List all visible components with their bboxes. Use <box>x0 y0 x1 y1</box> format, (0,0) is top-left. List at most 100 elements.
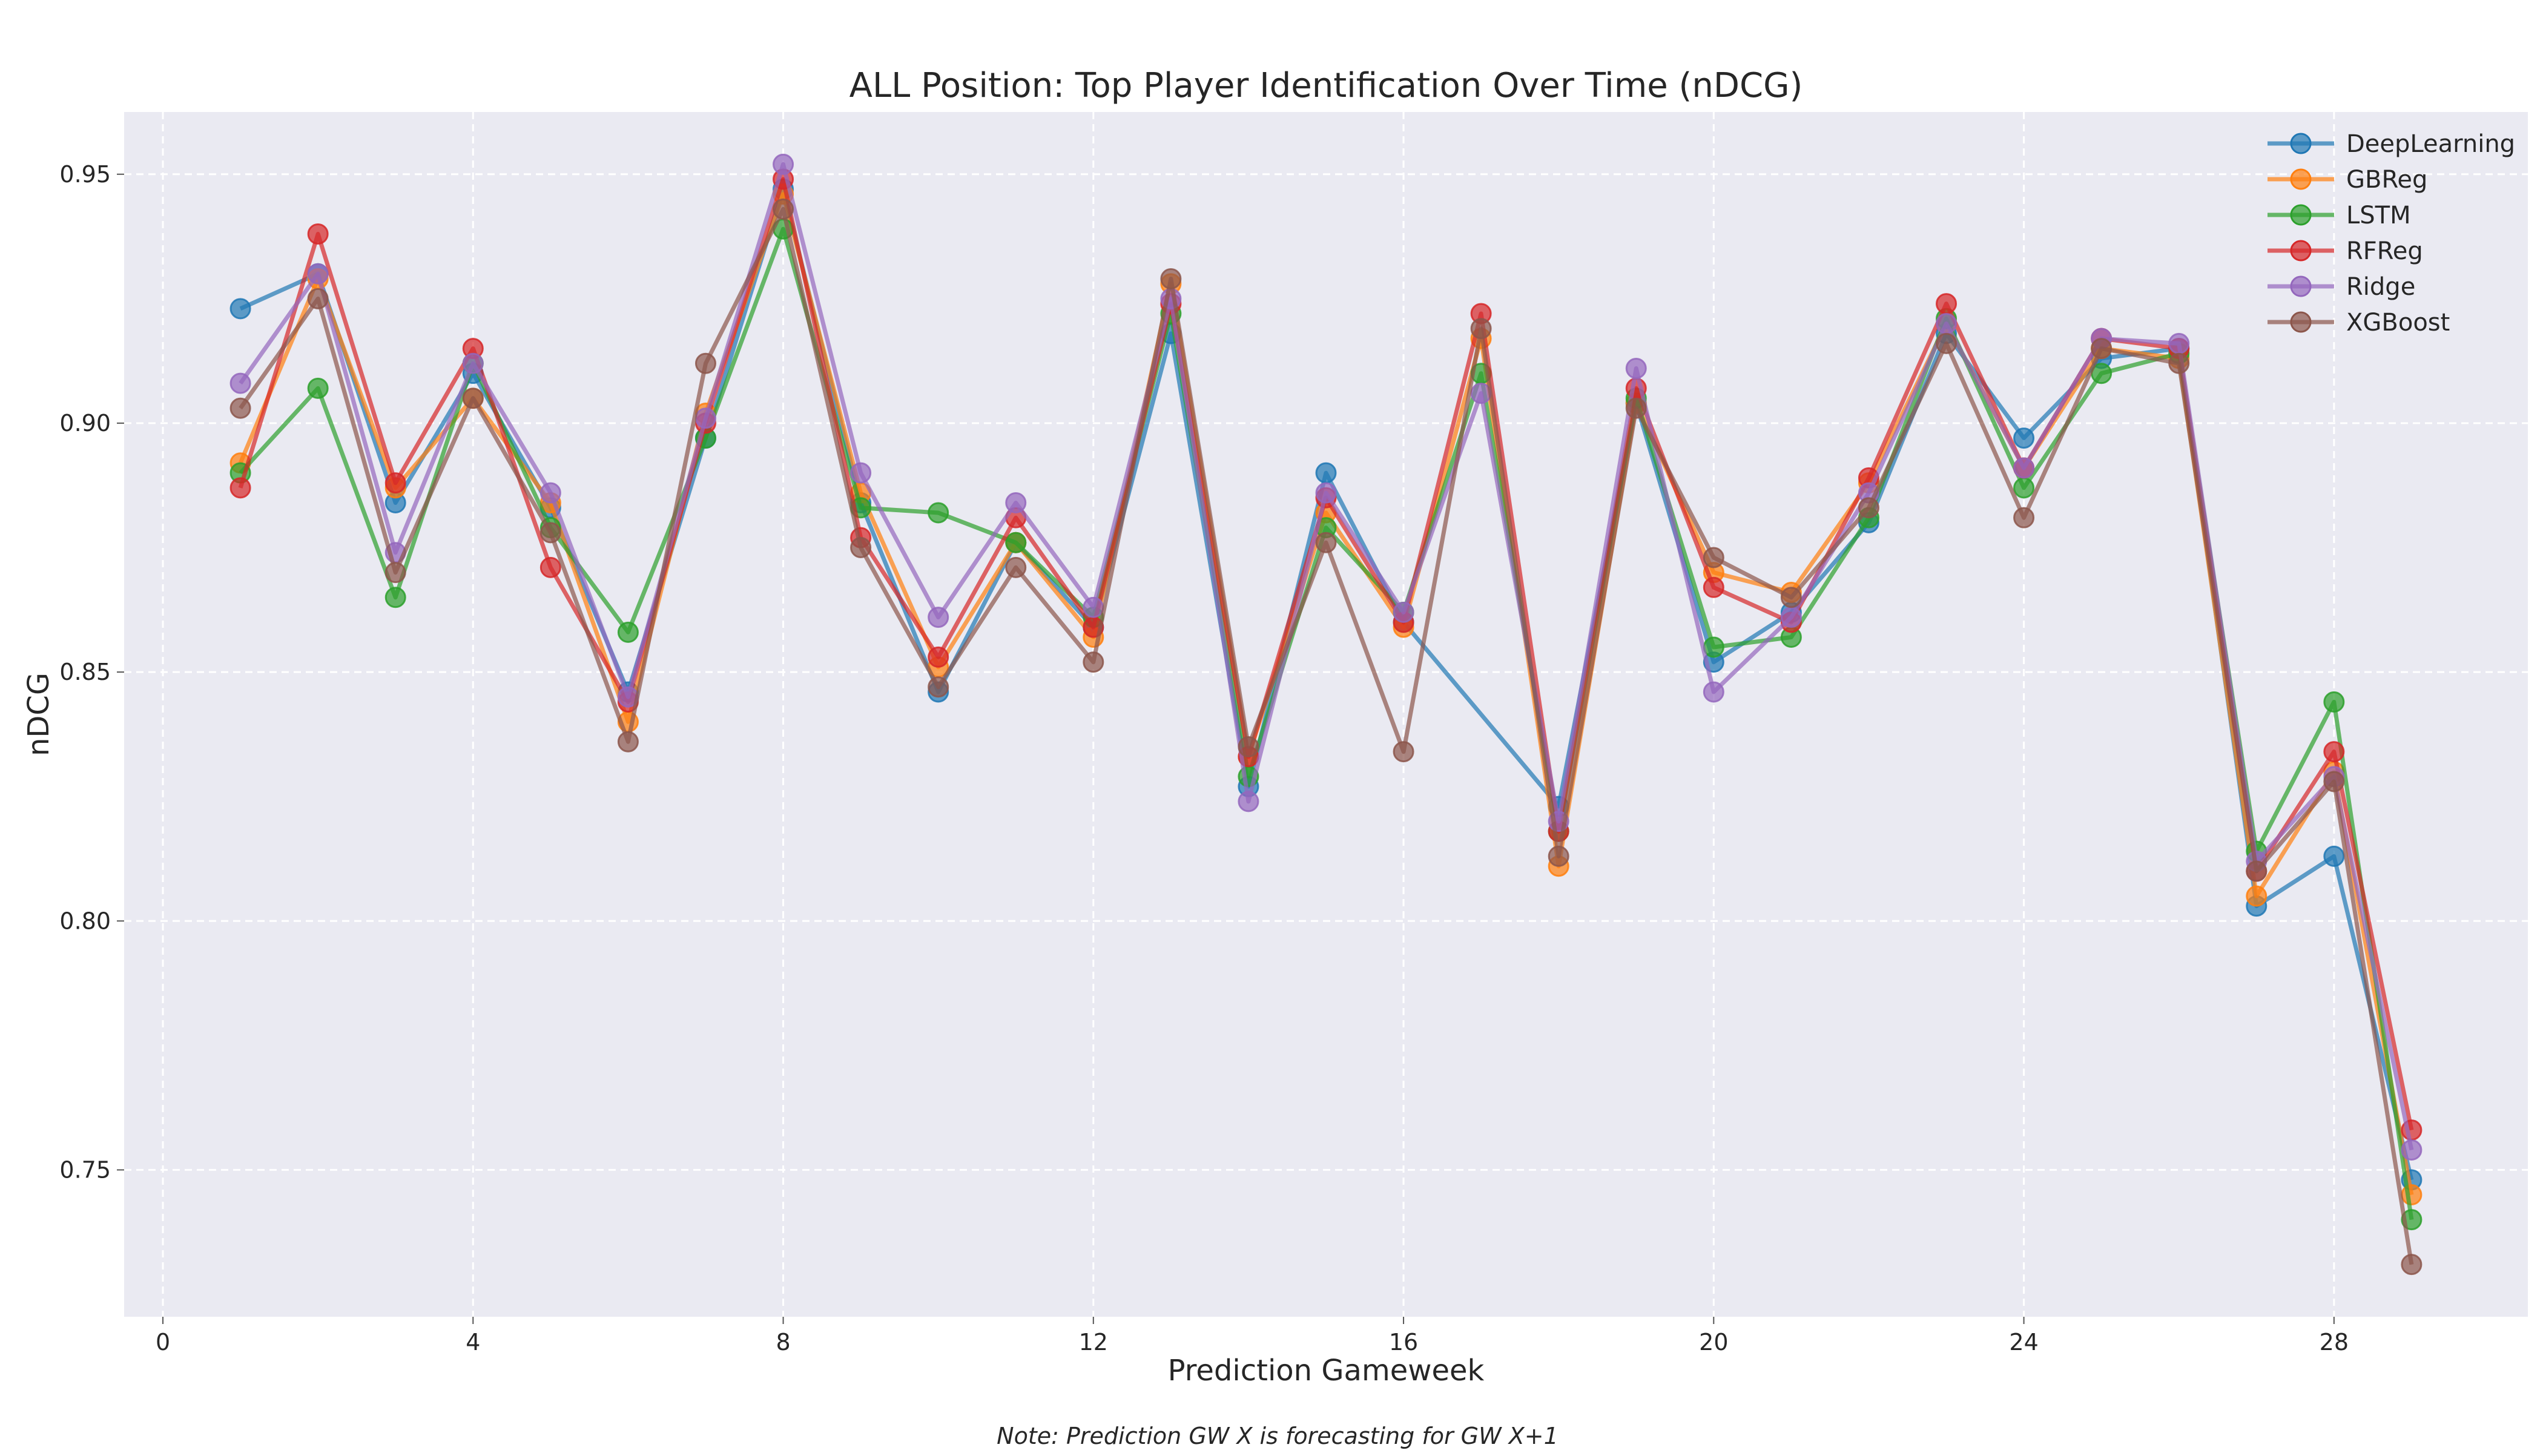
data-point <box>773 153 794 175</box>
legend-item: LSTM <box>2268 202 2411 229</box>
legend-swatch-marker <box>2290 275 2312 297</box>
data-point <box>850 462 872 484</box>
data-point <box>1393 741 1414 763</box>
data-point <box>2323 845 2345 867</box>
y-tick-label: 0.95 <box>59 161 111 188</box>
x-tick-label: 8 <box>776 1329 790 1356</box>
data-point <box>1238 791 1259 812</box>
grid-lines <box>124 112 2528 1317</box>
chart-title: ALL Position: Top Player Identification … <box>849 66 1803 105</box>
data-point <box>1936 312 1958 334</box>
data-point <box>2401 1254 2423 1276</box>
data-point <box>307 377 329 399</box>
data-point <box>1625 357 1647 379</box>
data-point <box>694 352 716 374</box>
legend-item: RFReg <box>2268 237 2423 265</box>
data-point <box>2168 352 2190 374</box>
data-point <box>1315 482 1337 504</box>
data-point <box>2323 691 2345 713</box>
data-point <box>928 502 949 524</box>
data-point <box>2013 427 2035 449</box>
data-point <box>1005 556 1027 578</box>
legend: DeepLearning GBReg LSTM RFReg Ridge XGBoost <box>2268 130 2515 337</box>
data-point <box>307 263 329 285</box>
y-tick-label: 0.75 <box>59 1156 111 1183</box>
x-tick-label: 4 <box>466 1329 480 1356</box>
data-point <box>1083 596 1104 618</box>
data-point <box>1315 462 1337 484</box>
legend-swatch-marker <box>2290 311 2312 333</box>
y-tick-label: 0.85 <box>59 659 111 685</box>
legend-label: GBReg <box>2346 166 2427 194</box>
legend-swatch-marker <box>2290 240 2312 262</box>
legend-label: LSTM <box>2346 202 2411 229</box>
data-point <box>384 472 406 494</box>
data-point <box>1703 636 1724 658</box>
legend-item: GBReg <box>2268 166 2427 194</box>
data-point <box>384 562 406 584</box>
data-point <box>1703 576 1724 598</box>
data-point <box>1625 397 1647 419</box>
chart-note: Note: Prediction GW X is forecasting for… <box>997 1423 1558 1449</box>
data-point <box>2323 741 2345 763</box>
x-tick-label: 20 <box>1699 1329 1728 1356</box>
data-point <box>928 676 949 698</box>
legend-swatch-marker <box>2290 133 2312 154</box>
data-point <box>617 731 639 753</box>
data-point <box>1315 532 1337 553</box>
data-point <box>1160 268 1182 289</box>
x-tick-label: 0 <box>156 1329 170 1356</box>
x-axis-label: Prediction Gameweek <box>1168 1354 1485 1388</box>
x-tick-label: 12 <box>1079 1329 1108 1356</box>
legend-item: Ridge <box>2268 273 2415 301</box>
data-point <box>2246 860 2268 882</box>
data-point <box>1858 497 1879 519</box>
data-point <box>2246 885 2268 907</box>
legend-label: XGBoost <box>2346 309 2450 337</box>
data-point <box>2401 1139 2423 1161</box>
data-point <box>462 352 484 374</box>
data-point <box>928 646 949 668</box>
data-point <box>1393 601 1414 623</box>
data-point <box>1005 532 1027 553</box>
data-point <box>1238 736 1259 757</box>
data-point <box>1703 681 1724 703</box>
data-point <box>617 621 639 643</box>
legend-label: Ridge <box>2346 273 2415 301</box>
y-tick-label: 0.80 <box>59 908 111 934</box>
data-point <box>539 522 561 544</box>
legend-swatch-marker <box>2290 168 2312 190</box>
data-point <box>1703 547 1724 568</box>
data-point <box>307 223 329 245</box>
plot-area <box>124 112 2528 1317</box>
data-point <box>694 407 716 429</box>
data-point <box>2323 771 2345 792</box>
data-point <box>1780 587 1802 608</box>
data-point <box>2168 332 2190 354</box>
data-point <box>1005 492 1027 514</box>
y-tick-label: 0.90 <box>59 410 111 436</box>
series-xgboost <box>229 198 2423 1276</box>
data-point <box>2013 507 2035 529</box>
legend-item: XGBoost <box>2268 309 2450 337</box>
x-tick-label: 28 <box>2320 1329 2349 1356</box>
data-point <box>229 477 251 499</box>
x-tick-label: 16 <box>1389 1329 1418 1356</box>
data-point <box>462 387 484 409</box>
data-point <box>2091 338 2113 360</box>
data-point <box>1083 651 1104 673</box>
legend-label: RFReg <box>2346 237 2423 265</box>
legend-label: DeepLearning <box>2346 130 2515 158</box>
series-lines <box>229 153 2423 1276</box>
data-point <box>773 198 794 220</box>
data-point <box>1780 607 1802 628</box>
data-point <box>384 587 406 608</box>
data-point <box>1470 318 1492 340</box>
y-axis-label: nDCG <box>22 673 56 756</box>
data-point <box>229 298 251 320</box>
data-point <box>229 397 251 419</box>
x-tick-label: 24 <box>2009 1329 2038 1356</box>
x-axis-ticks: 0 4 8 12 16 20 24 28 <box>156 1317 2349 1356</box>
